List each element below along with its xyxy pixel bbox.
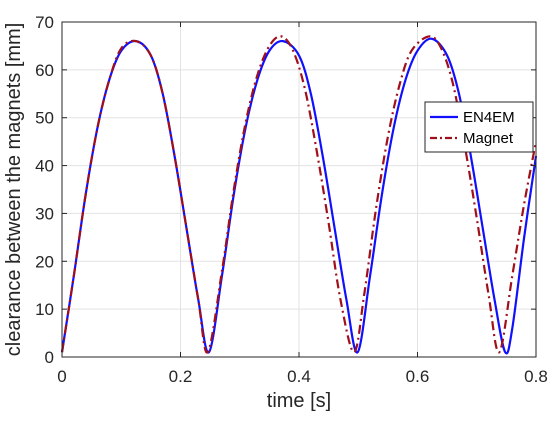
grid [61, 21, 537, 358]
y-tick-label: 40 [35, 157, 54, 176]
y-tick-label: 70 [35, 13, 54, 32]
y-tick-label: 10 [35, 300, 54, 319]
ticks: 0 0.2 0.4 0.6 0.8 0 10 20 30 40 50 60 70 [35, 13, 548, 386]
y-tick-label: 50 [35, 109, 54, 128]
x-tick-label: 0.6 [406, 367, 430, 386]
x-tick-label: 0 [57, 367, 66, 386]
y-tick-label: 60 [35, 61, 54, 80]
legend-label-magnet: Magnet [463, 130, 514, 147]
x-tick-label: 0.2 [169, 367, 193, 386]
legend-box [424, 101, 534, 153]
y-tick-label: 0 [45, 348, 54, 367]
x-axis-title: time [s] [267, 390, 331, 412]
y-tick-label: 20 [35, 252, 54, 271]
y-axis-title: clearance between the magnets [mm] [3, 23, 25, 357]
x-tick-label: 0.8 [524, 367, 548, 386]
y-tick-label: 30 [35, 204, 54, 223]
x-tick-label: 0.4 [287, 367, 311, 386]
legend: EN4EM Magnet [424, 101, 534, 153]
legend-label-en4em: EN4EM [463, 109, 515, 126]
